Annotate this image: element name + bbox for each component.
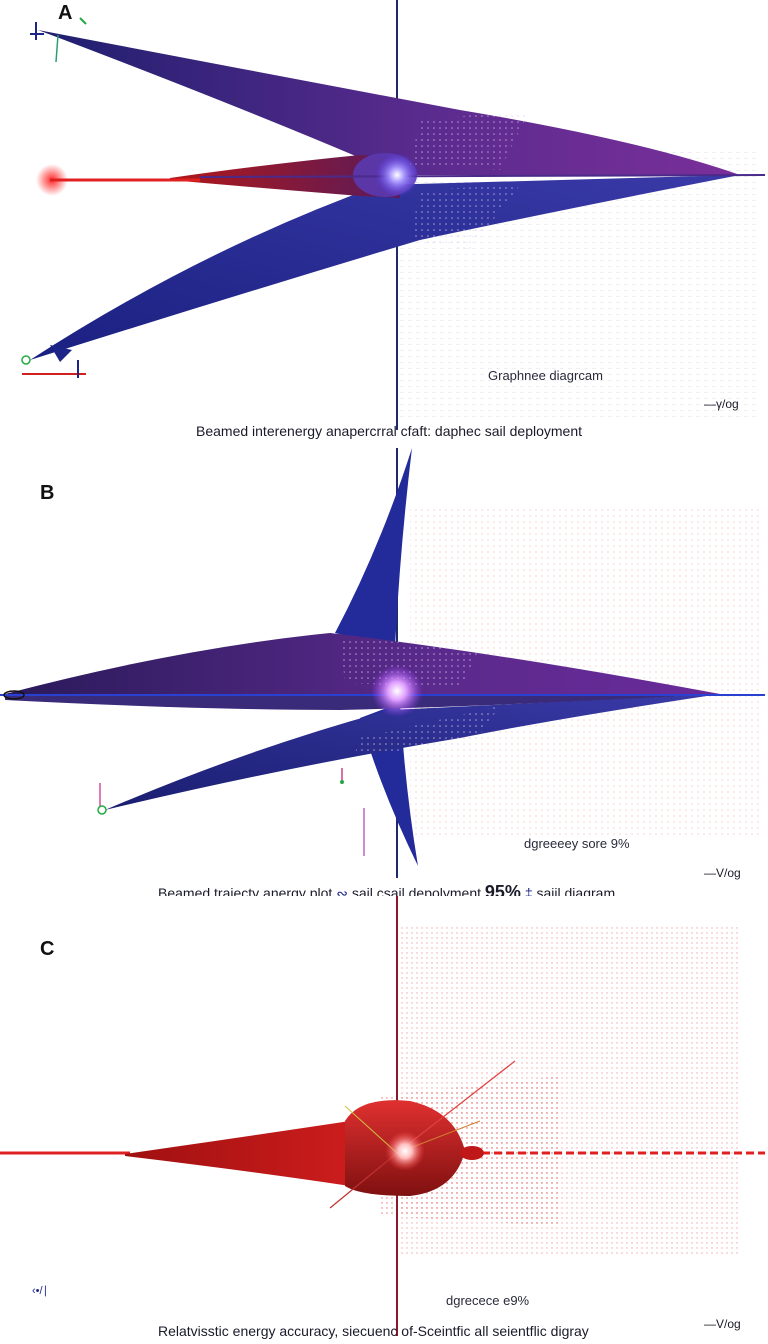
- caption-part-3: saiil diagram: [536, 885, 616, 896]
- caption-part-2: sail csail depolyment: [351, 885, 482, 896]
- center-glow: [385, 1131, 425, 1171]
- lower-sail: [105, 694, 720, 810]
- lower-sail: [30, 175, 740, 360]
- marker-top-left: [30, 17, 87, 63]
- panel-a-diagram: [21, 0, 766, 430]
- panel-c: C ‹•/∣ dgrecece e9% —V/og Relatvisstic e…: [0, 896, 768, 1344]
- panel-b-letter: B: [40, 482, 55, 504]
- panel-c-inner-label: dgrecece e9%: [446, 1293, 530, 1308]
- panel-b-diagram: [0, 448, 765, 878]
- panel-a-letter: A: [58, 2, 73, 24]
- panel-c-letter: C: [40, 938, 55, 960]
- panel-a-scale-label: —γ/og: [704, 397, 739, 411]
- upper-sail: [38, 30, 740, 175]
- panel-a-caption: Beamed interenergy anapercrral cfaft: da…: [196, 423, 582, 439]
- panel-c-caption: Relatvisstic energy accuracy, siecuenc o…: [158, 1323, 589, 1339]
- sail-mesh-upper: [410, 110, 530, 170]
- panel-c-diagram: [0, 896, 765, 1336]
- sail-mesh-lower: [410, 185, 520, 250]
- panel-b-inner-label: dgreeeey sore 9%: [524, 836, 630, 851]
- caption-link-icon: ∾: [336, 885, 348, 896]
- ray-lower: [329, 1152, 398, 1209]
- center-glow: [371, 665, 423, 717]
- panel-a: A Graphnee diagrcam —γ/og Beamed interen…: [0, 0, 768, 448]
- marker-bottom-left: [21, 345, 86, 378]
- sail-mesh-upper: [340, 638, 480, 688]
- marker-center: [340, 768, 365, 856]
- panel-c-corner-mark: ‹•/∣: [32, 1285, 49, 1297]
- panel-b-scale-label: —V/og: [704, 866, 741, 880]
- nose-tip: [460, 1146, 484, 1160]
- craft-body: [5, 694, 720, 710]
- craft-body: [125, 1121, 410, 1186]
- panel-a-inner-label: Graphnee diagrcam: [488, 368, 603, 383]
- center-glow: [375, 153, 419, 197]
- sail-mesh-lower: [355, 706, 500, 753]
- caption-dagger-icon: ‡: [524, 885, 533, 896]
- marker-left: [3, 690, 107, 815]
- panel-b-caption: Beamed trajecty anergy plot ∾ sail csail…: [158, 882, 615, 896]
- center-axis: [199, 174, 766, 178]
- caption-part-1: Beamed trajecty anergy plot: [158, 885, 333, 896]
- panel-b: B dgreeeey sore 9% —V/og Beamed trajecty…: [0, 448, 768, 896]
- panel-c-scale-label: —V/og: [704, 1317, 741, 1331]
- vertical-fin-top: [335, 448, 412, 648]
- caption-percent: 95%: [484, 882, 521, 896]
